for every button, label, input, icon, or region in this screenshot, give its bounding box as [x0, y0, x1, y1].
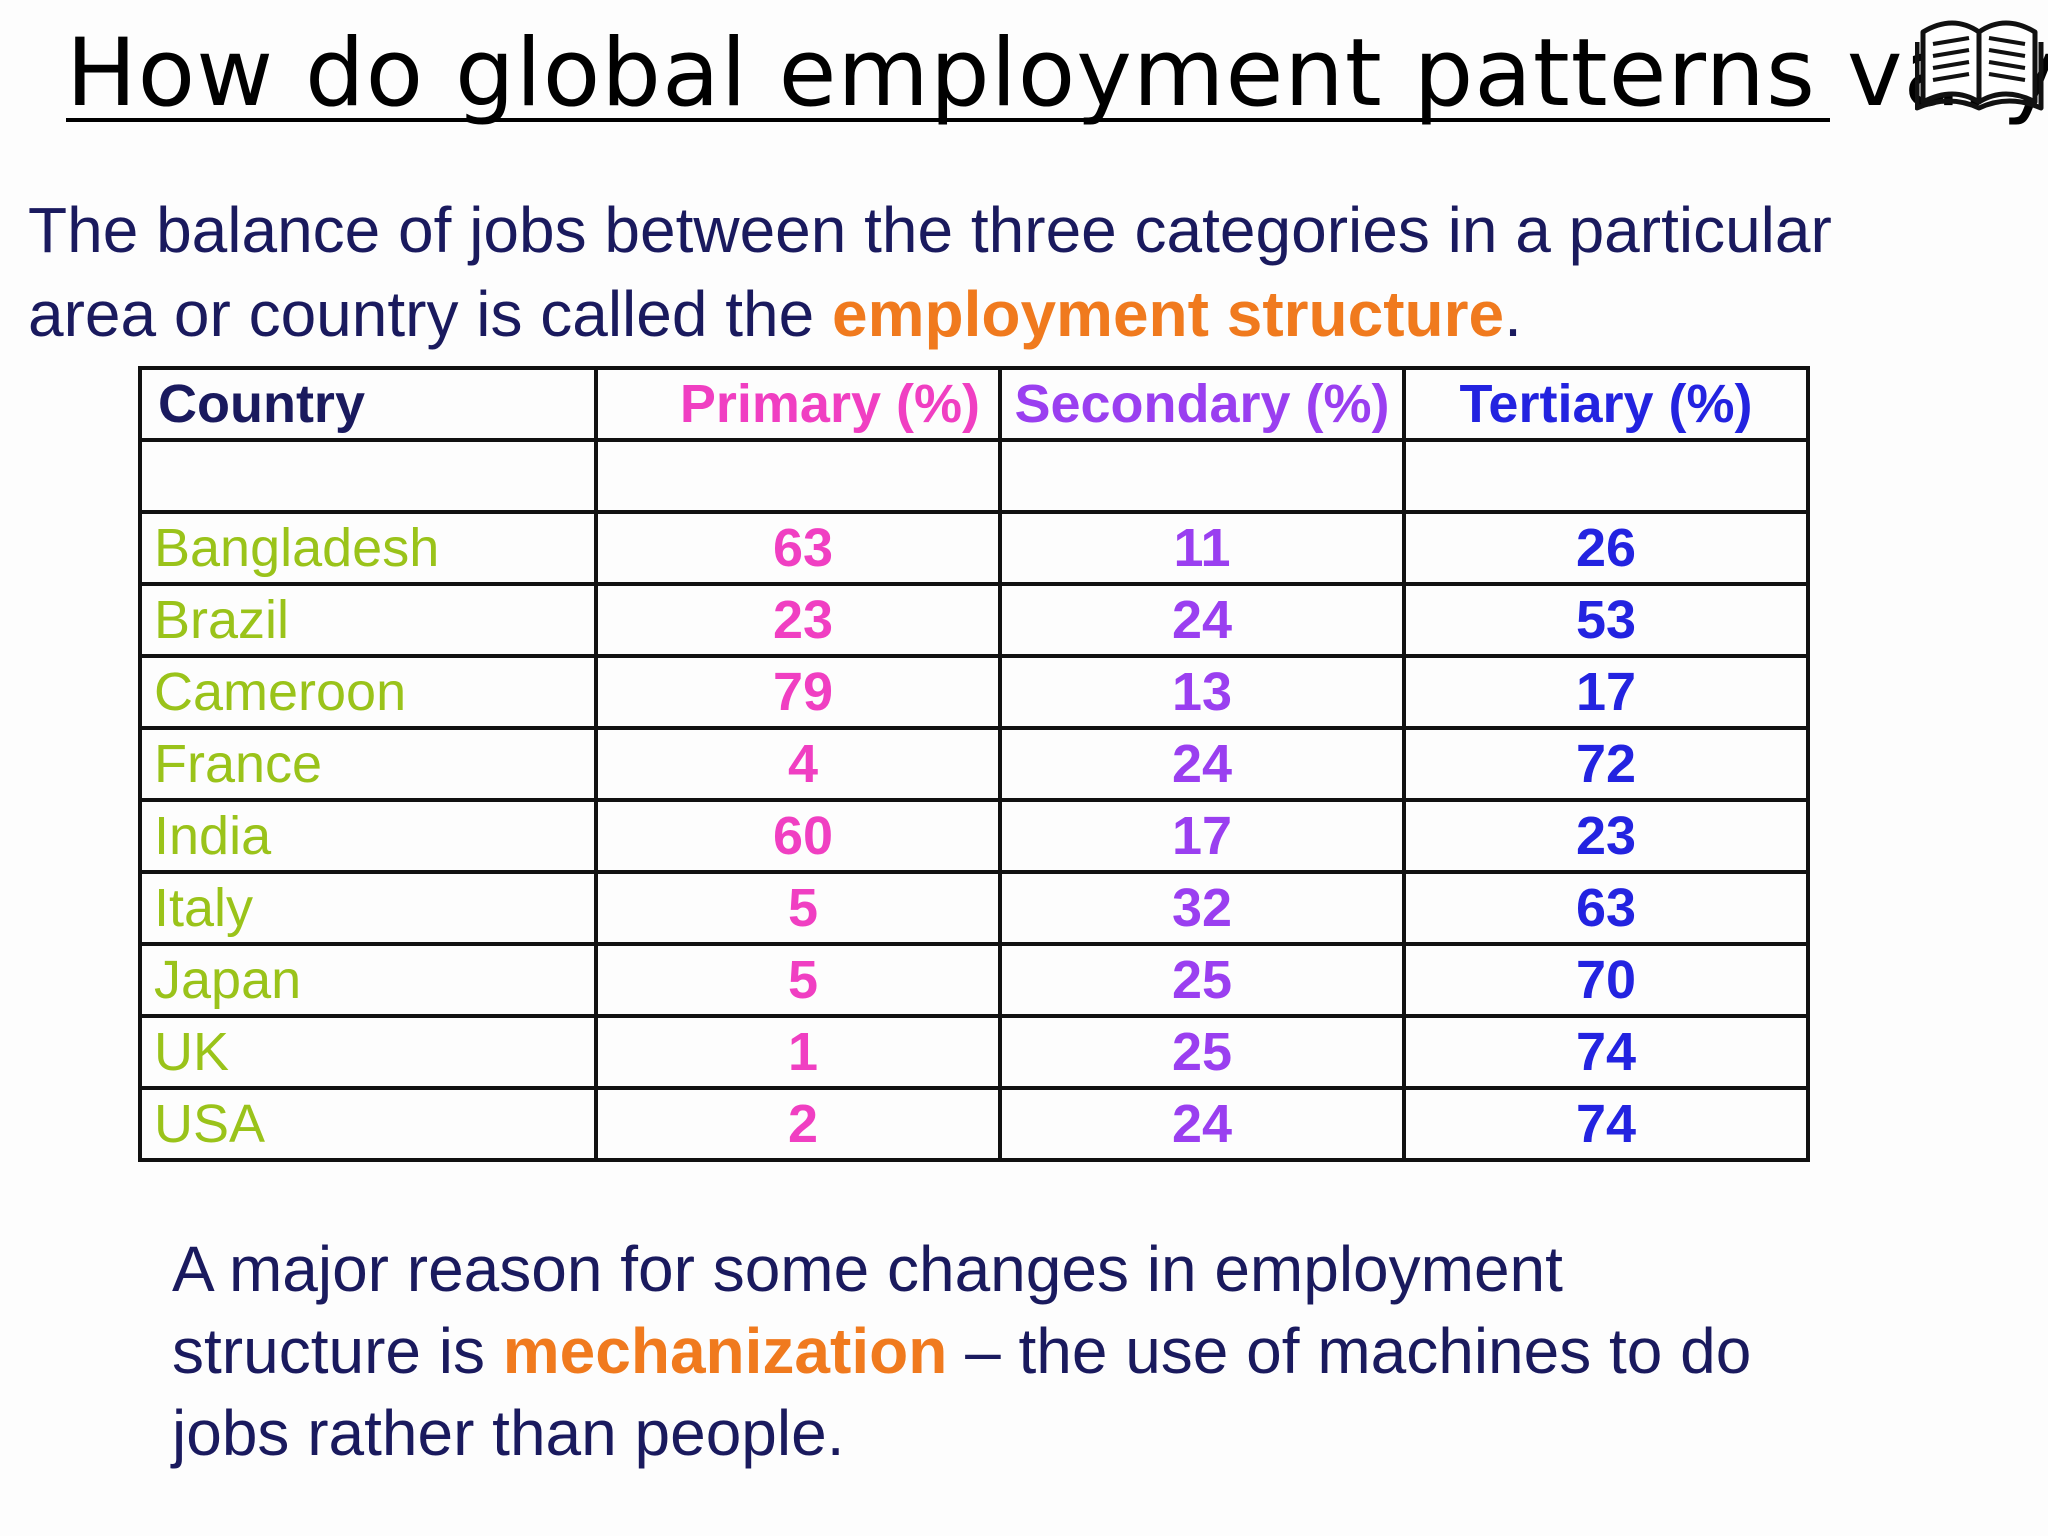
primary-cell: 63 — [594, 510, 1002, 586]
employment-structure-term: employment structure — [831, 278, 1505, 350]
table-row: UK 1 25 74 — [138, 1014, 1810, 1090]
closing-paragraph: A major reason for some changes in emplo… — [172, 1228, 2032, 1474]
country-cell: Japan — [138, 942, 598, 1018]
header-country: Country — [138, 366, 598, 442]
tertiary-cell: 63 — [1402, 870, 1810, 946]
closing-line-1: A major reason for some changes in emplo… — [172, 1233, 1563, 1305]
closing-line-2-text: structure is — [172, 1315, 503, 1387]
table-row: Brazil 23 24 53 — [138, 582, 1810, 658]
table-row: Japan 5 25 70 — [138, 942, 1810, 1018]
country-cell: Brazil — [138, 582, 598, 658]
table-row: France 4 24 72 — [138, 726, 1810, 802]
empty-cell — [998, 438, 1406, 514]
empty-cell — [1402, 438, 1810, 514]
primary-cell: 23 — [594, 582, 1002, 658]
intro-line-2: area or country is called the employment… — [28, 272, 2028, 356]
empty-cell — [594, 438, 1002, 514]
tertiary-cell: 26 — [1402, 510, 1810, 586]
secondary-cell: 25 — [998, 1014, 1406, 1090]
closing-line-2: structure is mechanization – the use of … — [172, 1310, 2032, 1392]
secondary-cell: 11 — [998, 510, 1406, 586]
mechanization-term: mechanization — [502, 1315, 948, 1387]
tertiary-cell: 53 — [1402, 582, 1810, 658]
secondary-cell: 24 — [998, 582, 1406, 658]
secondary-cell: 32 — [998, 870, 1406, 946]
tertiary-cell: 74 — [1402, 1086, 1810, 1162]
tertiary-cell: 17 — [1402, 654, 1810, 730]
header-primary: Primary (%) — [594, 366, 1002, 442]
primary-cell: 4 — [594, 726, 1002, 802]
country-cell: UK — [138, 1014, 598, 1090]
open-book-icon — [1915, 20, 2044, 111]
closing-line-3: jobs rather than people. — [172, 1397, 845, 1469]
primary-cell: 5 — [594, 942, 1002, 1018]
intro-line-1: The balance of jobs between the three ca… — [28, 194, 1832, 266]
country-cell: USA — [138, 1086, 598, 1162]
header-tertiary: Tertiary (%) — [1402, 366, 1810, 442]
primary-cell: 79 — [594, 654, 1002, 730]
table-empty-row — [138, 438, 1810, 514]
empty-cell — [138, 438, 598, 514]
table-row: Cameroon 79 13 17 — [138, 654, 1810, 730]
table-row: USA 2 24 74 — [138, 1086, 1810, 1162]
table-row: India 60 17 23 — [138, 798, 1810, 874]
tertiary-cell: 72 — [1402, 726, 1810, 802]
primary-cell: 1 — [594, 1014, 1002, 1090]
intro-line-2-text: area or country is called the — [28, 278, 832, 350]
title-underline — [66, 118, 1830, 122]
header-secondary: Secondary (%) — [998, 366, 1406, 442]
primary-cell: 5 — [594, 870, 1002, 946]
intro-line-2-end: . — [1504, 278, 1522, 350]
secondary-cell: 25 — [998, 942, 1406, 1018]
intro-paragraph: The balance of jobs between the three ca… — [28, 188, 2028, 356]
employment-table: Country Primary (%) Secondary (%) Tertia… — [138, 366, 1810, 1162]
tertiary-cell: 74 — [1402, 1014, 1810, 1090]
tertiary-cell: 23 — [1402, 798, 1810, 874]
primary-cell: 2 — [594, 1086, 1002, 1162]
country-cell: France — [138, 726, 598, 802]
table-row: Bangladesh 63 11 26 — [138, 510, 1810, 586]
country-cell: Bangladesh — [138, 510, 598, 586]
closing-line-2-end: – the use of machines to do — [947, 1315, 1752, 1387]
secondary-cell: 24 — [998, 1086, 1406, 1162]
country-cell: Cameroon — [138, 654, 598, 730]
secondary-cell: 17 — [998, 798, 1406, 874]
page-title: How do global employment patterns vary? — [66, 19, 2048, 128]
primary-cell: 60 — [594, 798, 1002, 874]
country-cell: India — [138, 798, 598, 874]
secondary-cell: 13 — [998, 654, 1406, 730]
table-header-row: Country Primary (%) Secondary (%) Tertia… — [138, 366, 1810, 442]
secondary-cell: 24 — [998, 726, 1406, 802]
tertiary-cell: 70 — [1402, 942, 1810, 1018]
table-row: Italy 5 32 63 — [138, 870, 1810, 946]
country-cell: Italy — [138, 870, 598, 946]
